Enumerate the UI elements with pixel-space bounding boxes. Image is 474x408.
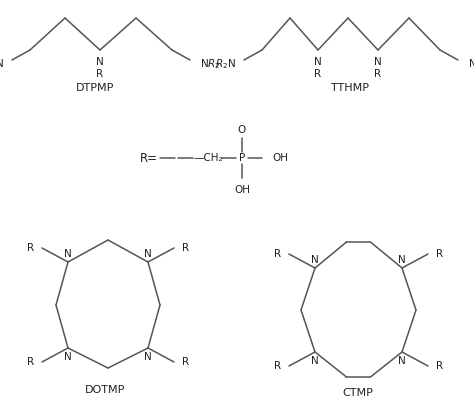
Text: N: N bbox=[144, 352, 152, 362]
Text: R: R bbox=[27, 243, 34, 253]
Text: R: R bbox=[436, 361, 443, 371]
Text: P: P bbox=[239, 153, 245, 163]
Text: R: R bbox=[274, 249, 281, 259]
Text: R: R bbox=[27, 357, 34, 367]
Text: —CH₂: —CH₂ bbox=[193, 153, 223, 163]
Text: N: N bbox=[311, 356, 319, 366]
Text: DOTMP: DOTMP bbox=[85, 385, 125, 395]
Text: CTMP: CTMP bbox=[343, 388, 374, 398]
Text: $R_2$N: $R_2$N bbox=[215, 57, 236, 71]
Text: R: R bbox=[314, 69, 321, 79]
Text: R: R bbox=[182, 243, 189, 253]
Text: N: N bbox=[311, 255, 319, 265]
Text: $R_2$N: $R_2$N bbox=[0, 57, 4, 71]
Text: N: N bbox=[144, 249, 152, 259]
Text: N: N bbox=[398, 255, 406, 265]
Text: TTHMP: TTHMP bbox=[331, 83, 369, 93]
Text: R: R bbox=[96, 69, 103, 79]
Text: N: N bbox=[314, 57, 322, 67]
Text: OH: OH bbox=[272, 153, 288, 163]
Text: N: N bbox=[64, 352, 72, 362]
Text: N$R_2$: N$R_2$ bbox=[468, 57, 474, 71]
Text: O: O bbox=[238, 125, 246, 135]
Text: N: N bbox=[398, 356, 406, 366]
Text: R=: R= bbox=[140, 151, 158, 164]
Text: OH: OH bbox=[234, 185, 250, 195]
Text: DTPMP: DTPMP bbox=[76, 83, 114, 93]
Text: R: R bbox=[374, 69, 382, 79]
Text: R: R bbox=[436, 249, 443, 259]
Text: N: N bbox=[96, 57, 104, 67]
Text: N$R_2$: N$R_2$ bbox=[200, 57, 221, 71]
Text: R: R bbox=[182, 357, 189, 367]
Text: R: R bbox=[274, 361, 281, 371]
Text: N: N bbox=[374, 57, 382, 67]
Text: N: N bbox=[64, 249, 72, 259]
